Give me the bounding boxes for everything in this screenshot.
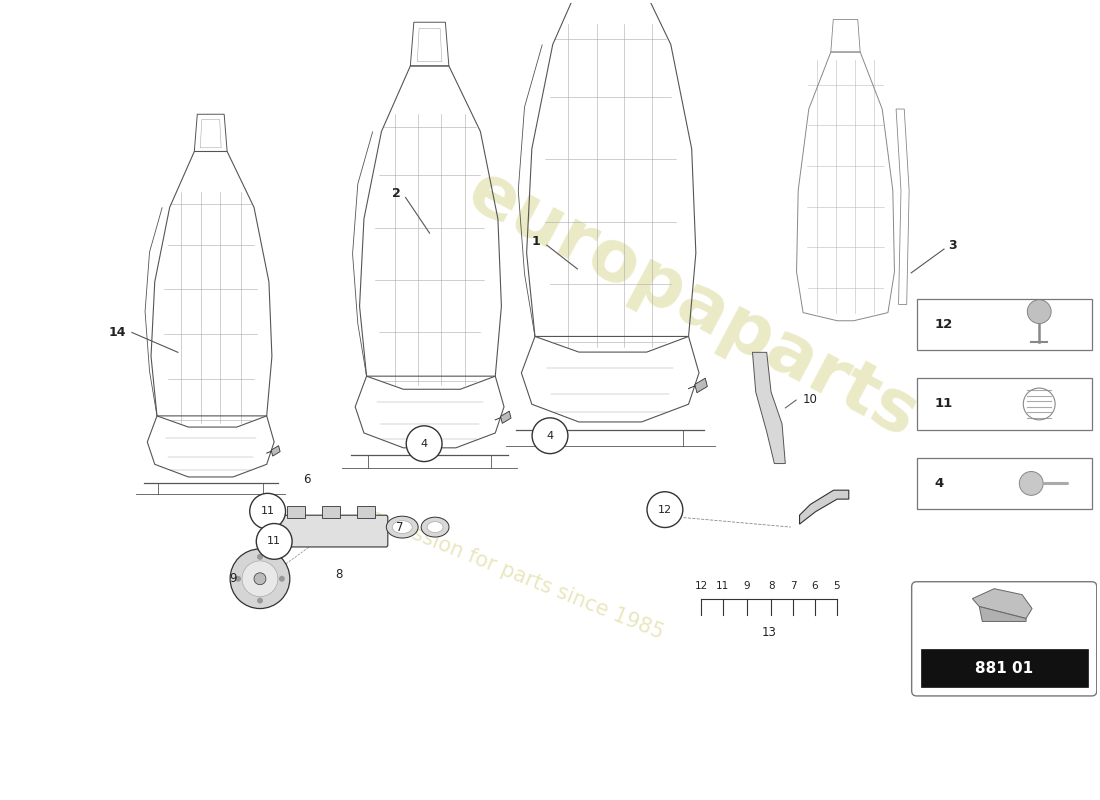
Text: 5: 5 bbox=[834, 581, 840, 590]
Polygon shape bbox=[972, 589, 1032, 618]
Circle shape bbox=[254, 573, 266, 585]
Text: 12: 12 bbox=[935, 318, 953, 331]
Polygon shape bbox=[752, 352, 785, 463]
Circle shape bbox=[256, 523, 293, 559]
Text: europaparts: europaparts bbox=[455, 157, 930, 453]
FancyBboxPatch shape bbox=[358, 506, 375, 518]
Polygon shape bbox=[695, 378, 707, 393]
FancyBboxPatch shape bbox=[274, 515, 388, 547]
Text: 881 01: 881 01 bbox=[975, 661, 1033, 676]
Circle shape bbox=[242, 561, 278, 597]
Polygon shape bbox=[800, 490, 849, 524]
Polygon shape bbox=[979, 606, 1026, 622]
FancyBboxPatch shape bbox=[916, 378, 1091, 430]
Text: 11: 11 bbox=[716, 581, 729, 590]
Circle shape bbox=[279, 576, 285, 582]
FancyBboxPatch shape bbox=[912, 582, 1097, 696]
Text: 11: 11 bbox=[261, 506, 275, 516]
Circle shape bbox=[1027, 300, 1052, 323]
FancyBboxPatch shape bbox=[287, 506, 305, 518]
Circle shape bbox=[1020, 471, 1043, 495]
Text: 4: 4 bbox=[935, 477, 944, 490]
FancyBboxPatch shape bbox=[921, 650, 1088, 687]
FancyBboxPatch shape bbox=[322, 506, 340, 518]
Circle shape bbox=[230, 549, 289, 609]
Text: 12: 12 bbox=[658, 505, 672, 514]
Text: 6: 6 bbox=[304, 473, 311, 486]
Text: 6: 6 bbox=[812, 581, 818, 590]
Text: 12: 12 bbox=[694, 581, 707, 590]
Ellipse shape bbox=[386, 516, 418, 538]
Text: 13: 13 bbox=[761, 626, 777, 639]
Ellipse shape bbox=[427, 522, 443, 533]
Circle shape bbox=[257, 598, 263, 603]
Text: 3: 3 bbox=[948, 238, 957, 251]
Text: 4: 4 bbox=[420, 438, 428, 449]
Text: 11: 11 bbox=[267, 537, 282, 546]
Circle shape bbox=[250, 494, 286, 529]
FancyBboxPatch shape bbox=[916, 458, 1091, 510]
Polygon shape bbox=[500, 411, 512, 423]
Text: 8: 8 bbox=[336, 568, 342, 582]
Text: 1: 1 bbox=[531, 234, 540, 248]
Text: 9: 9 bbox=[744, 581, 750, 590]
Text: 2: 2 bbox=[393, 187, 402, 200]
Circle shape bbox=[257, 554, 263, 560]
Polygon shape bbox=[272, 446, 280, 456]
Text: 4: 4 bbox=[547, 430, 553, 441]
Text: 10: 10 bbox=[803, 394, 818, 406]
Ellipse shape bbox=[393, 521, 412, 534]
Text: 7: 7 bbox=[790, 581, 796, 590]
Circle shape bbox=[235, 576, 241, 582]
Text: a passion for parts since 1985: a passion for parts since 1985 bbox=[367, 506, 667, 643]
Text: 8: 8 bbox=[768, 581, 774, 590]
Ellipse shape bbox=[421, 517, 449, 537]
Text: 11: 11 bbox=[935, 398, 953, 410]
Circle shape bbox=[647, 492, 683, 527]
FancyBboxPatch shape bbox=[916, 298, 1091, 350]
Text: 7: 7 bbox=[396, 521, 404, 534]
Text: 14: 14 bbox=[109, 326, 126, 339]
Text: 9: 9 bbox=[229, 572, 236, 586]
Circle shape bbox=[406, 426, 442, 462]
Circle shape bbox=[532, 418, 568, 454]
